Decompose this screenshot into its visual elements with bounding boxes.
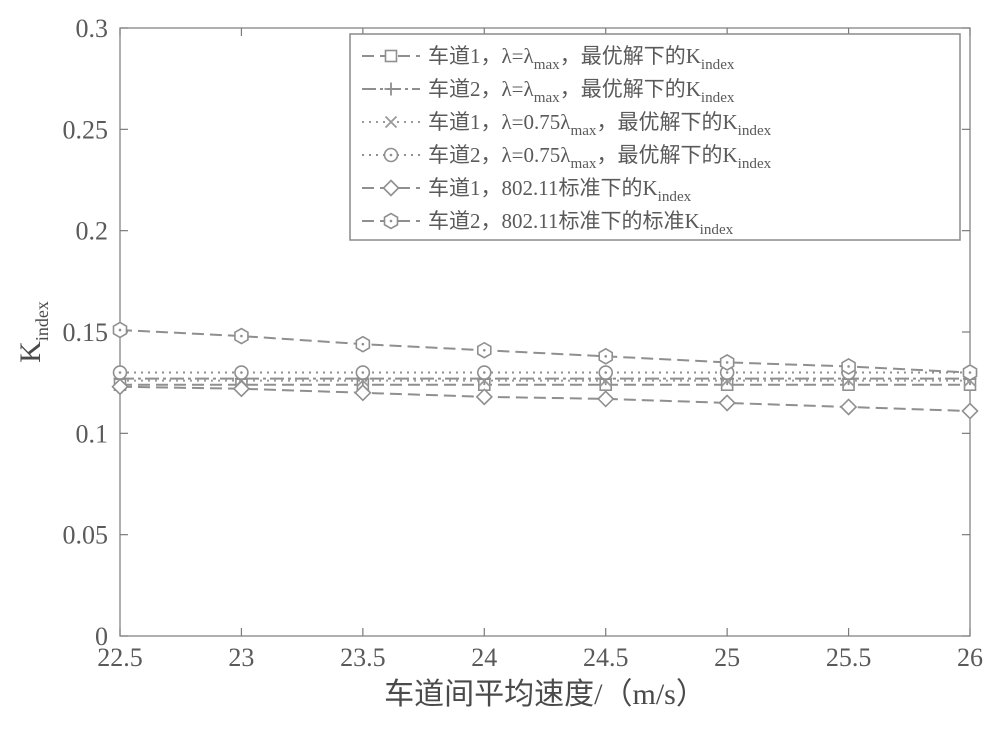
y-tick-label: 0.25 (63, 115, 109, 144)
y-tick-label: 0.2 (76, 217, 109, 246)
x-axis-label: 车道间平均速度/（m/s） (384, 678, 706, 711)
x-tick-label: 23 (228, 643, 254, 672)
x-tick-label: 24.5 (583, 643, 629, 672)
y-tick-label: 0.15 (63, 318, 109, 347)
x-tick-label: 23.5 (340, 643, 386, 672)
svg-text:Kindex: Kindex (14, 301, 52, 363)
y-tick-label: 0.1 (76, 419, 109, 448)
x-tick-label: 26 (957, 643, 983, 672)
series-group (113, 322, 978, 418)
y-tick-label: 0.05 (63, 521, 109, 550)
y-tick-label: 0.3 (76, 14, 109, 43)
x-tick-label: 25 (714, 643, 740, 672)
x-tick-label: 25.5 (826, 643, 872, 672)
legend: 车道1，λ=λmax，最优解下的Kindex车道2，λ=λmax，最优解下的Ki… (350, 34, 960, 240)
y-tick-label: 0 (95, 622, 108, 651)
x-tick-label: 24 (471, 643, 497, 672)
k-index-chart: 22.52323.52424.52525.52600.050.10.150.20… (0, 0, 1000, 740)
y-axis-label: Kindex (14, 301, 52, 363)
